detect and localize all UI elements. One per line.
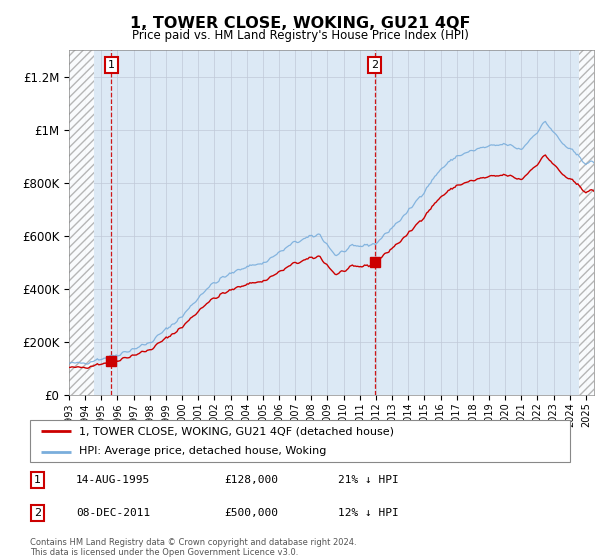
Text: 1, TOWER CLOSE, WOKING, GU21 4QF: 1, TOWER CLOSE, WOKING, GU21 4QF: [130, 16, 470, 31]
Text: 1: 1: [34, 475, 41, 486]
Text: HPI: Average price, detached house, Woking: HPI: Average price, detached house, Woki…: [79, 446, 326, 456]
Text: 12% ↓ HPI: 12% ↓ HPI: [338, 508, 398, 518]
Text: £500,000: £500,000: [224, 508, 278, 518]
Text: 1, TOWER CLOSE, WOKING, GU21 4QF (detached house): 1, TOWER CLOSE, WOKING, GU21 4QF (detach…: [79, 426, 394, 436]
Text: 14-AUG-1995: 14-AUG-1995: [76, 475, 150, 486]
Bar: [578, 50, 600, 395]
Text: Price paid vs. HM Land Registry's House Price Index (HPI): Price paid vs. HM Land Registry's House …: [131, 29, 469, 42]
Text: 2: 2: [371, 60, 378, 70]
Bar: [69, 50, 94, 395]
Text: Contains HM Land Registry data © Crown copyright and database right 2024.
This d: Contains HM Land Registry data © Crown c…: [30, 538, 356, 557]
Text: 2: 2: [34, 508, 41, 518]
Text: £128,000: £128,000: [224, 475, 278, 486]
Text: 08-DEC-2011: 08-DEC-2011: [76, 508, 150, 518]
FancyBboxPatch shape: [30, 420, 570, 462]
Text: 1: 1: [108, 60, 115, 70]
Text: 21% ↓ HPI: 21% ↓ HPI: [338, 475, 398, 486]
